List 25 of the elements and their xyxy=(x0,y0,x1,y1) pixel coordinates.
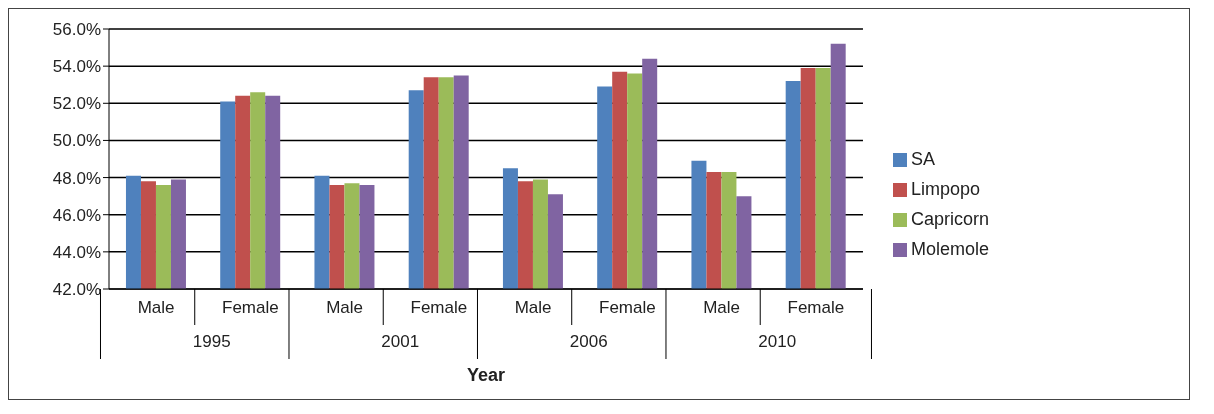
legend-label: Limpopo xyxy=(910,179,981,199)
y-tick-label: 56.0% xyxy=(52,20,101,40)
x-tick-label: Male xyxy=(326,298,364,317)
text: 2006 xyxy=(569,332,608,351)
x-tick-label: Female xyxy=(410,298,468,317)
x-tick-label: Male xyxy=(703,298,741,317)
text: 2001 xyxy=(381,332,420,351)
y-tick-label: 54.0% xyxy=(52,57,101,77)
legend-label: Capricorn xyxy=(910,209,989,229)
y-tick-label: 52.0% xyxy=(52,94,101,114)
y-tick-label: 46.0% xyxy=(52,205,101,225)
x-tick-label: Female xyxy=(787,298,845,317)
y-tick-label: 48.0% xyxy=(52,168,101,188)
y-tick-label: 50.0% xyxy=(52,131,101,151)
x-tick-label: Male xyxy=(137,298,175,317)
text: 2010 xyxy=(758,332,797,351)
legend-label: SA xyxy=(910,149,935,169)
x-tick-label: Female xyxy=(222,298,279,317)
x-axis-title: Year xyxy=(466,365,506,385)
legend-label: Molemole xyxy=(910,239,989,259)
x-tick-label: Female xyxy=(599,298,656,317)
y-tick-label: 44.0% xyxy=(52,242,101,262)
y-tick-label: 42.0% xyxy=(52,280,101,300)
x-tick-label: Male xyxy=(514,298,552,317)
text: 1995 xyxy=(192,332,231,351)
